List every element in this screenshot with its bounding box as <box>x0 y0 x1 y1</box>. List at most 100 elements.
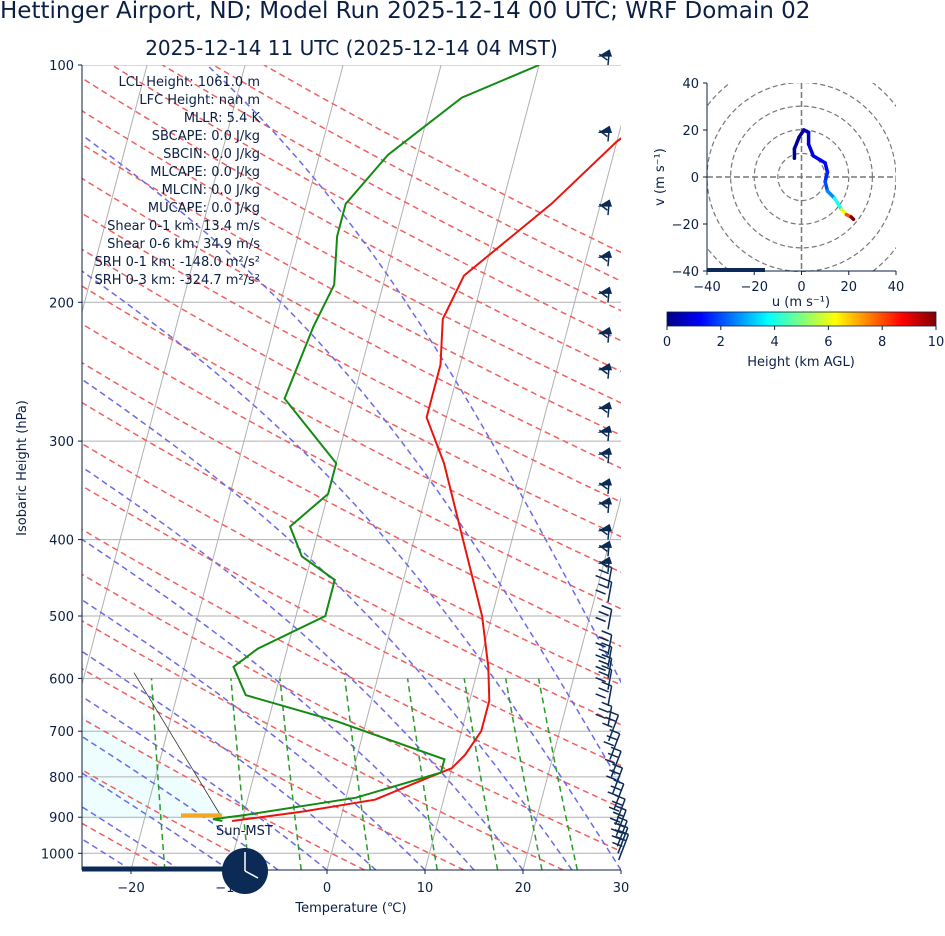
barb-flag <box>598 290 608 298</box>
colorbar-tick-label: 8 <box>878 335 886 350</box>
wind-barb <box>595 701 613 727</box>
barb-flag <box>601 577 612 583</box>
barb-staff <box>616 820 628 847</box>
barb-staff <box>617 834 630 861</box>
isotherm-line <box>424 124 621 870</box>
barb-flag <box>595 713 606 720</box>
stat-line: SRH 0-3 km: -324.7 m²/s² <box>94 273 260 288</box>
wind-barb <box>597 540 613 557</box>
hodo-segment <box>811 154 827 165</box>
hodo-y-tick-label: 0 <box>691 171 699 186</box>
chart-title: Hettinger Airport, ND; Model Run 2025-12… <box>0 0 811 24</box>
barb-pennant <box>597 497 613 505</box>
barb-flag <box>614 794 626 800</box>
barb-pennant <box>597 199 613 207</box>
barb-flag <box>595 665 606 672</box>
stat-line: LFC Height: nan m <box>139 93 260 108</box>
hodo-y-tick-label: 40 <box>682 77 699 92</box>
stat-line: MLCIN: 0.0 J/kg <box>162 183 260 198</box>
moist-adiabat-line <box>206 65 621 684</box>
dry-adiabat-line <box>82 619 564 870</box>
barb-pennant <box>597 425 613 433</box>
hodo-segment <box>849 215 856 222</box>
colorbar-tick-label: 6 <box>824 335 832 350</box>
isotherm-line <box>130 65 344 870</box>
isotherm-line <box>522 496 621 870</box>
wind-barb <box>595 665 613 690</box>
wind-barb <box>597 497 613 513</box>
barb-flag <box>598 687 609 693</box>
hodo-x-tick-label: 0 <box>797 280 805 295</box>
colorbar-tick-label: 0 <box>663 335 671 350</box>
barb-flag <box>612 841 623 848</box>
barb-flag <box>598 528 608 536</box>
barb-flag <box>607 752 619 758</box>
dry-adiabat-line <box>0 65 66 870</box>
mixing-ratio-line <box>463 678 499 870</box>
barb-staff <box>607 669 613 690</box>
dewpoint-profile <box>212 65 540 822</box>
barb-flag <box>598 451 608 459</box>
y-tick-label: 800 <box>49 771 74 786</box>
barb-flag <box>595 642 606 648</box>
barb-flag <box>615 835 626 842</box>
barb-pennant <box>597 49 613 57</box>
x-tick-label: 30 <box>613 881 630 896</box>
wind-barb <box>597 326 613 343</box>
cape-fill-area <box>82 65 228 820</box>
hodo-y-tick-label: −40 <box>672 265 699 280</box>
barb-flag <box>598 254 608 262</box>
barb-flag <box>612 763 623 769</box>
y-tick-label: 500 <box>49 610 74 625</box>
barb-flag <box>613 779 625 785</box>
wind-barb <box>597 523 613 540</box>
colorbar-tick-label: 10 <box>928 335 945 350</box>
stat-line: LCL Height: 1061.0 m <box>119 75 260 90</box>
barb-pennant <box>597 250 613 258</box>
y-tick-label: 600 <box>49 672 74 687</box>
mixing-ratio-line <box>279 678 302 870</box>
barb-flag <box>601 642 612 648</box>
x-tick-label: 20 <box>515 881 532 896</box>
stat-line: MLCAPE: 0.0 J/kg <box>150 165 260 180</box>
barb-flag <box>617 822 629 829</box>
barb-flag <box>606 775 617 781</box>
dry-adiabat-line <box>82 177 621 469</box>
barb-flag <box>603 741 615 747</box>
barb-flag <box>609 817 621 823</box>
barb-flag <box>598 429 608 437</box>
barb-flag <box>602 722 613 728</box>
wind-barb <box>595 642 613 667</box>
barb-staff <box>607 706 613 727</box>
barb-pennant <box>597 363 613 371</box>
hodo-segment <box>792 135 801 151</box>
barb-flag <box>604 758 616 764</box>
moist-adiabat-line <box>82 378 573 870</box>
wind-barb <box>597 401 613 418</box>
wind-barb <box>597 447 613 464</box>
mixing-ratio-line <box>150 678 166 870</box>
colorbar-tick-label: 2 <box>717 335 725 350</box>
parcel-reference-line <box>133 672 224 820</box>
hodo-y-label: v (m s⁻¹) <box>653 148 668 206</box>
dry-adiabat-line <box>82 248 621 538</box>
barb-flag <box>598 648 609 654</box>
moist-adiabat-line <box>82 134 621 787</box>
wind-barb <box>595 681 613 706</box>
barb-flag <box>601 665 612 671</box>
barb-flag <box>615 805 627 811</box>
barb-flag <box>595 677 606 683</box>
dry-adiabat-line <box>82 401 621 686</box>
barb-flag <box>595 654 606 660</box>
sun-label: Sun-MST <box>216 824 273 839</box>
barb-flag <box>598 636 609 642</box>
barb-staff <box>607 634 613 655</box>
barb-flag <box>608 806 620 812</box>
wind-barb <box>597 425 613 442</box>
colorbar-tick-label: 4 <box>770 335 778 350</box>
barb-pennant <box>597 556 613 564</box>
wind-barb <box>597 49 613 66</box>
barb-pennant <box>597 540 613 548</box>
wind-barb <box>595 630 613 655</box>
wind-barb <box>595 577 613 603</box>
